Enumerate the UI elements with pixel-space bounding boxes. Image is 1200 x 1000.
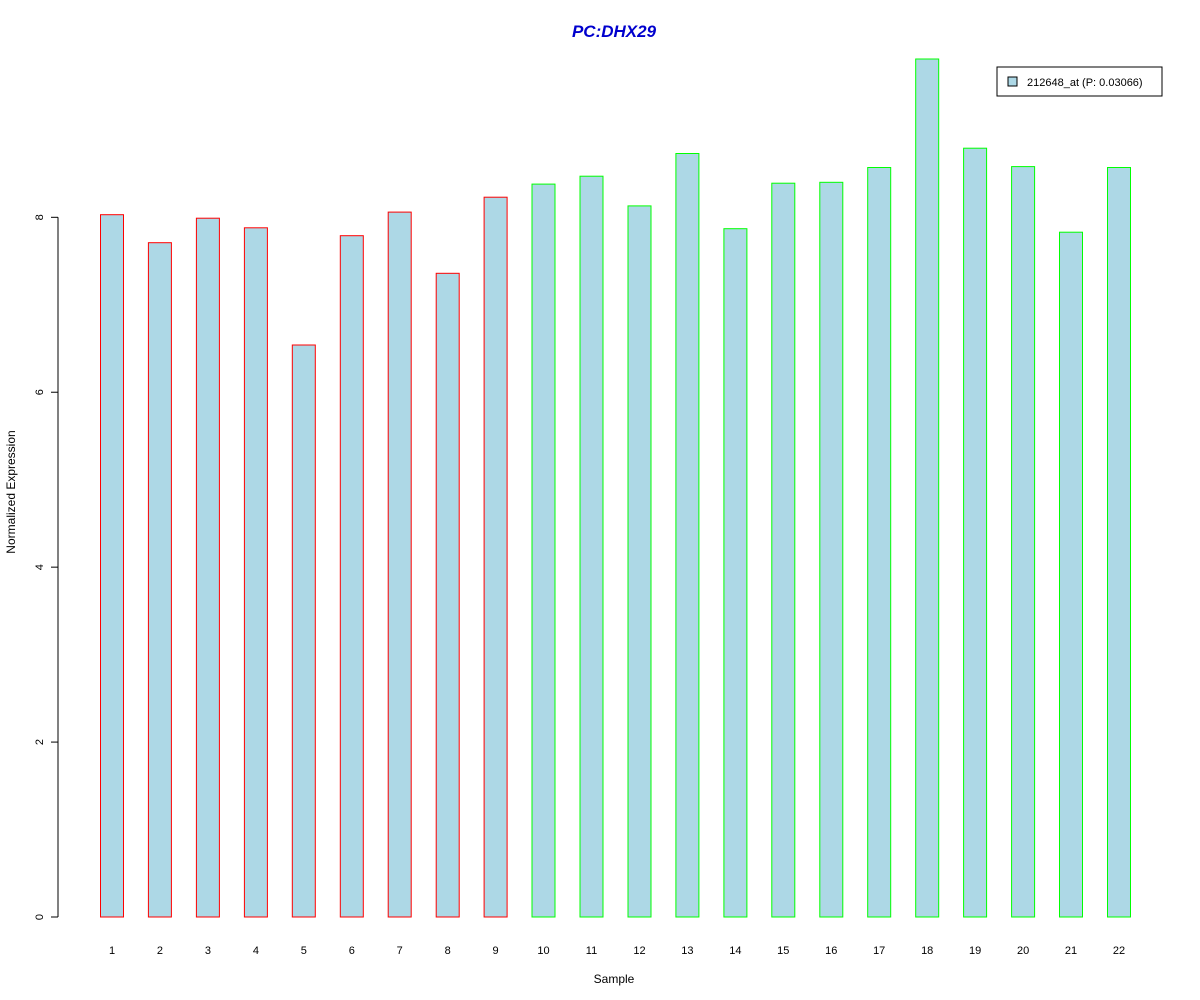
x-tick-label: 15 (777, 945, 789, 957)
bar (627, 205, 652, 918)
bar (579, 175, 604, 918)
y-tick-label: 2 (34, 739, 46, 745)
bar (100, 214, 124, 918)
bar (867, 167, 892, 918)
x-tick-label: 22 (1113, 945, 1125, 957)
y-tick-label: 0 (34, 914, 46, 920)
y-axis-label: Normalized Expression (4, 430, 18, 553)
legend-box (996, 66, 1163, 97)
legend: 212648_at (P: 0.03066) (996, 66, 1163, 97)
bar (1059, 231, 1083, 918)
legend-label: 212648_at (P: 0.03066) (1027, 77, 1143, 89)
x-tick-label: 2 (157, 945, 163, 957)
legend-swatch (1007, 76, 1018, 87)
x-tick-label: 4 (253, 945, 259, 957)
bar (387, 211, 412, 918)
bars (100, 58, 1131, 918)
x-tick-label: 9 (493, 945, 499, 957)
x-tick-label: 3 (205, 945, 211, 957)
bar (435, 272, 460, 918)
bar (339, 235, 364, 918)
bar (771, 182, 796, 918)
x-tick-label: 1 (109, 945, 115, 957)
x-tick-label: 11 (586, 945, 597, 957)
bar (291, 344, 316, 918)
bar (1011, 166, 1036, 918)
y-tick-label: 8 (34, 214, 46, 220)
x-tick-label: 19 (969, 945, 981, 957)
bar (819, 181, 844, 918)
bar (675, 153, 700, 918)
x-tick-label: 6 (349, 945, 355, 957)
x-tick-labels: 1 2 3 4 5 6 7 8 9 10 11 12 13 14 15 16 17 18 19 20 21 22 (109, 945, 1125, 957)
x-tick-label: 8 (445, 945, 451, 957)
x-tick-label: 14 (729, 945, 741, 957)
x-tick-label: 18 (921, 945, 933, 957)
bar (483, 196, 508, 918)
y-axis: 0 2 4 6 8 (34, 214, 59, 920)
y-tick-label: 4 (34, 564, 46, 570)
x-tick-label: 5 (301, 945, 307, 957)
x-tick-label: 17 (873, 945, 885, 957)
x-tick-label: 16 (825, 945, 837, 957)
bar (195, 217, 220, 918)
bar (1107, 167, 1131, 918)
chart-title: PC:DHX29 (572, 22, 657, 41)
x-axis-label: Sample (594, 972, 635, 986)
bar (963, 147, 988, 918)
bar (147, 242, 172, 918)
x-tick-label: 21 (1065, 945, 1077, 957)
x-tick-label: 13 (681, 945, 693, 957)
x-tick-label: 7 (397, 945, 403, 957)
y-tick-label: 6 (34, 389, 46, 395)
x-tick-label: 10 (537, 945, 549, 957)
bar (531, 183, 556, 918)
bar (243, 227, 268, 918)
x-tick-label: 20 (1017, 945, 1029, 957)
bar (915, 58, 940, 918)
bar (723, 228, 748, 918)
x-tick-label: 12 (633, 945, 645, 957)
